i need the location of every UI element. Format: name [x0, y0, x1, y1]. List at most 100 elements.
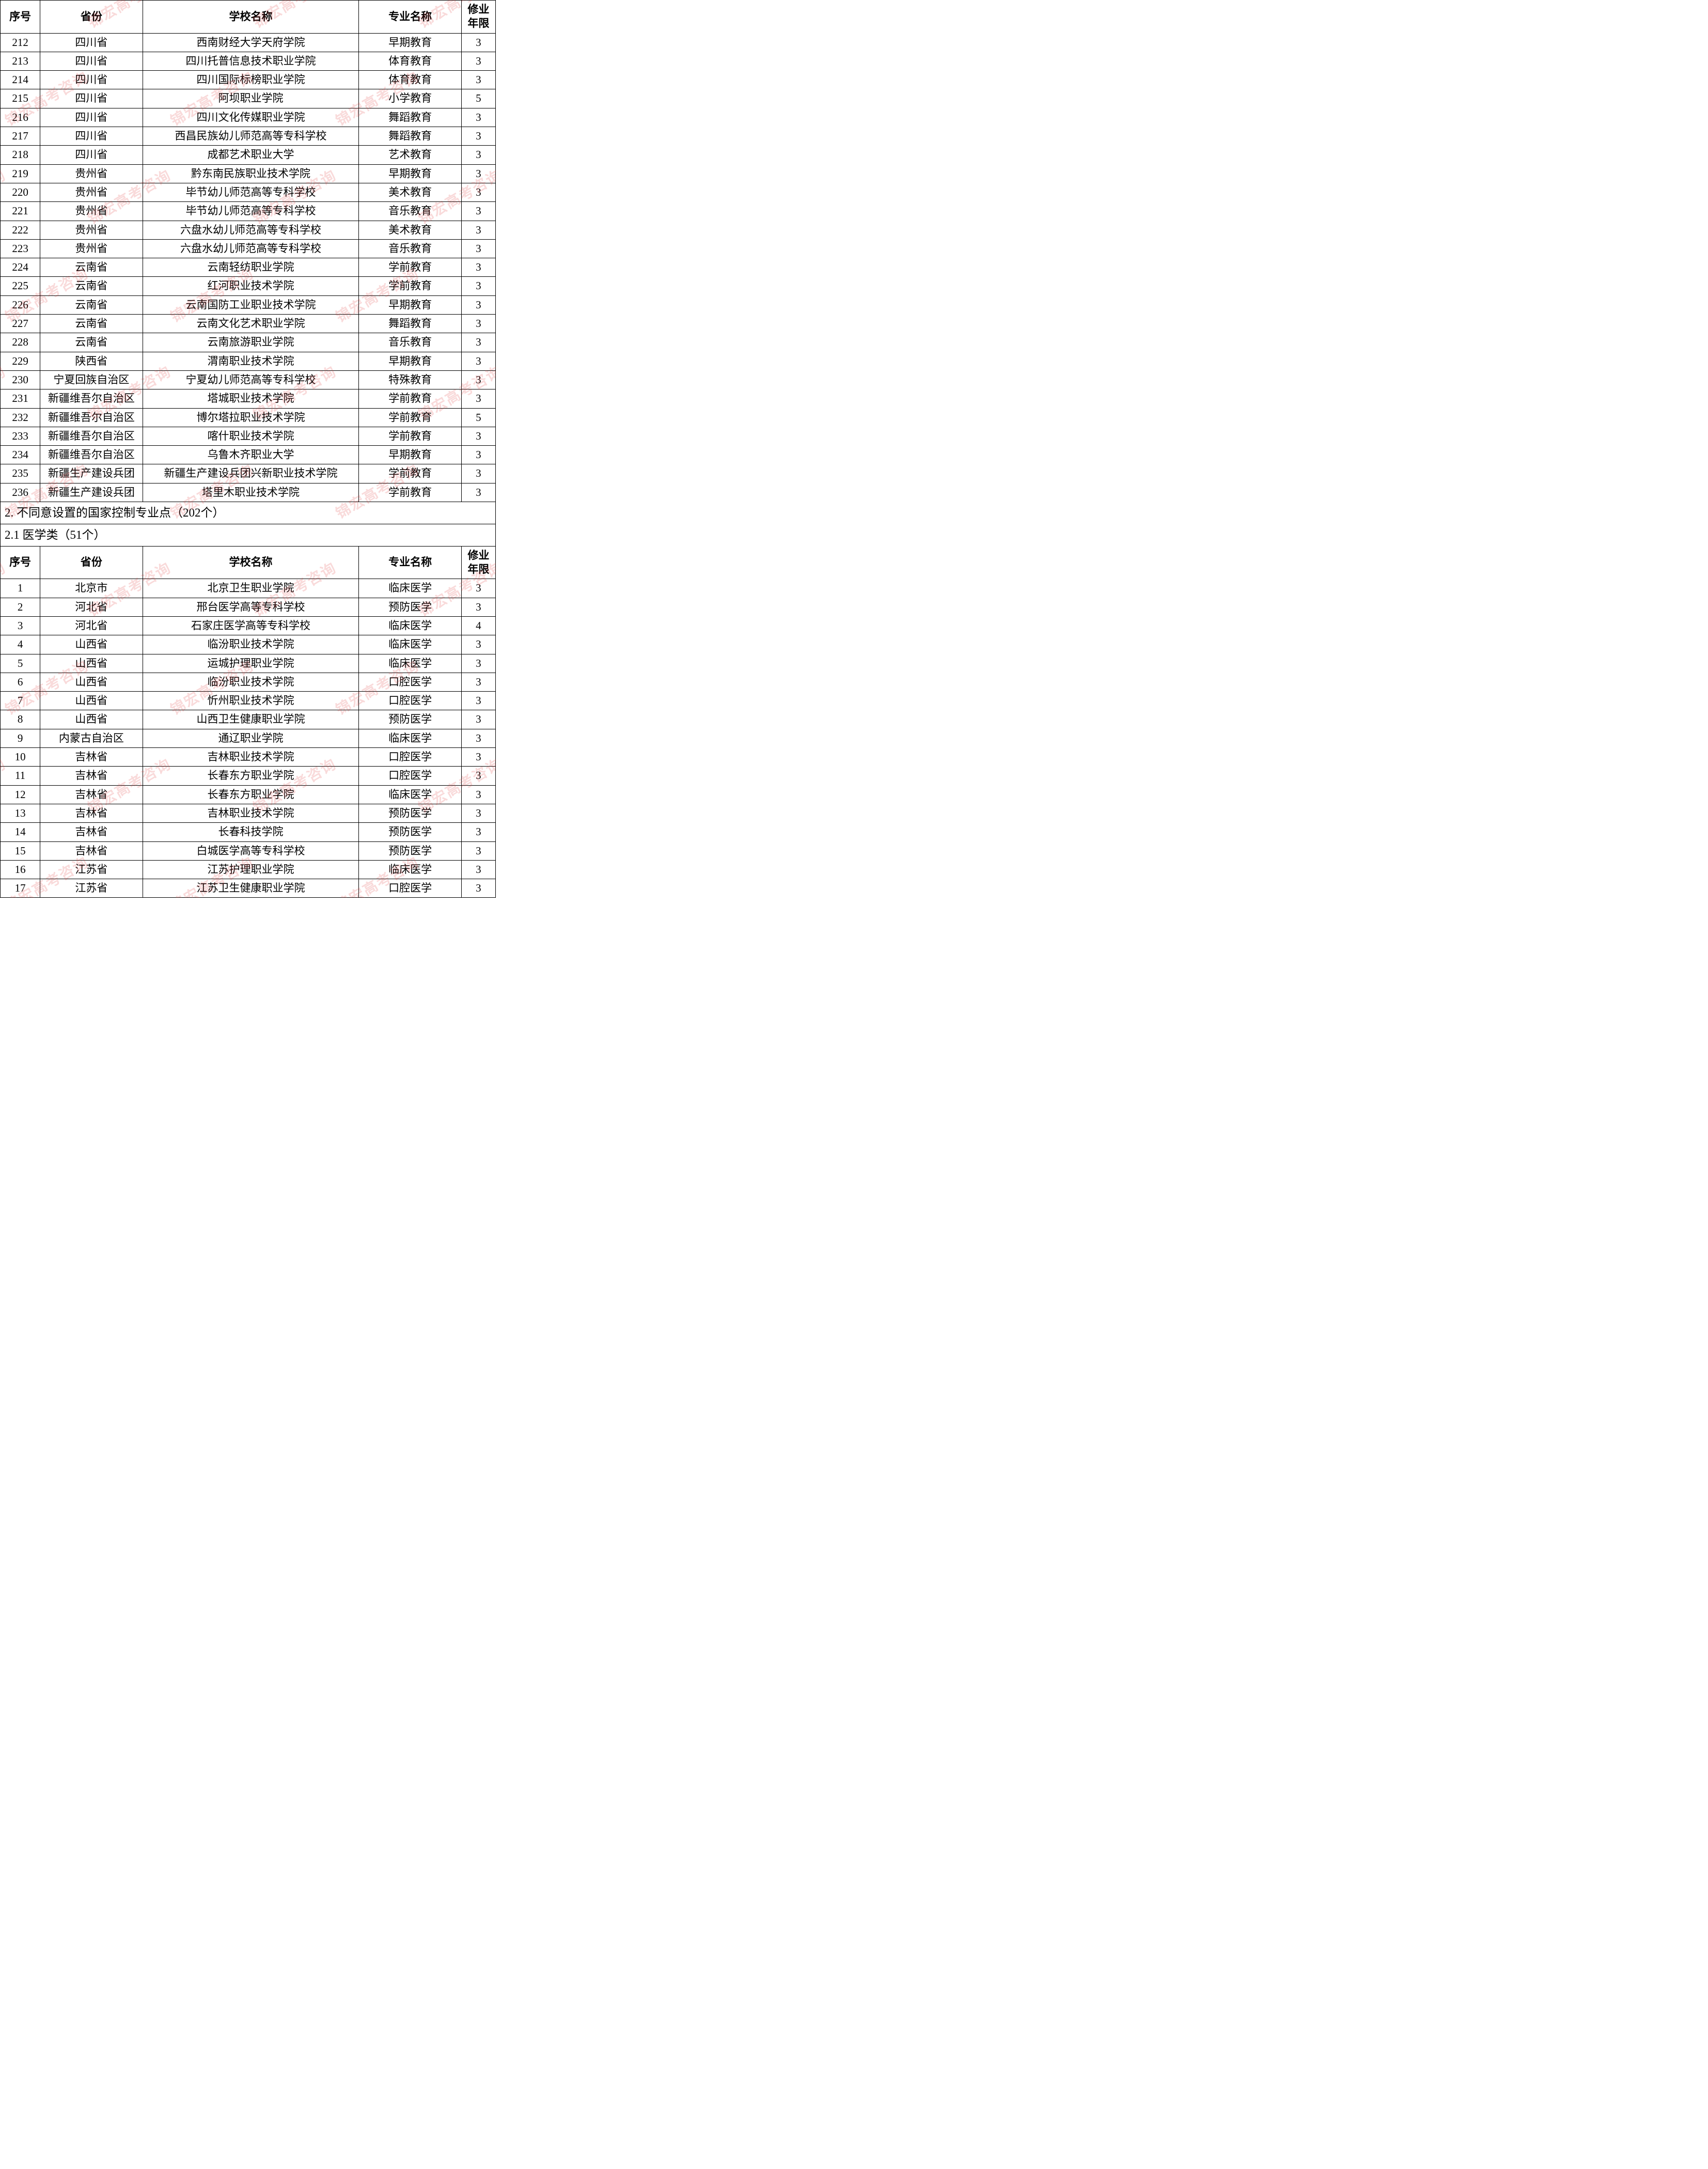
cell-major: 学前教育 [359, 389, 461, 408]
cell-major: 学前教育 [359, 427, 461, 445]
cell-years: 3 [461, 446, 495, 464]
cell-major: 美术教育 [359, 221, 461, 239]
cell-prov: 吉林省 [40, 804, 143, 822]
cell-prov: 河北省 [40, 598, 143, 616]
cell-seq: 12 [1, 785, 40, 804]
cell-seq: 236 [1, 483, 40, 502]
hdr-prov: 省份 [40, 1, 143, 34]
cell-prov: 新疆维吾尔自治区 [40, 389, 143, 408]
cell-seq: 223 [1, 239, 40, 258]
cell-prov: 云南省 [40, 315, 143, 333]
cell-major: 临床医学 [359, 654, 461, 673]
cell-major: 学前教育 [359, 483, 461, 502]
table-row: 14吉林省长春科技学院预防医学3 [1, 823, 496, 841]
cell-school: 宁夏幼儿师范高等专科学校 [143, 370, 359, 389]
cell-prov: 新疆维吾尔自治区 [40, 408, 143, 427]
hdr2-years: 修业年限 [461, 546, 495, 579]
cell-school: 临汾职业技术学院 [143, 673, 359, 691]
cell-prov: 四川省 [40, 146, 143, 164]
table-row: 228云南省云南旅游职业学院音乐教育3 [1, 333, 496, 352]
cell-years: 3 [461, 108, 495, 127]
table-row: 216四川省四川文化传媒职业学院舞蹈教育3 [1, 108, 496, 127]
cell-years: 3 [461, 464, 495, 483]
hdr-school: 学校名称 [143, 1, 359, 34]
table-row: 217四川省西昌民族幼儿师范高等专科学校舞蹈教育3 [1, 127, 496, 146]
cell-seq: 224 [1, 258, 40, 277]
cell-prov: 河北省 [40, 616, 143, 635]
cell-major: 舞蹈教育 [359, 127, 461, 146]
cell-prov: 陕西省 [40, 352, 143, 370]
cell-years: 3 [461, 183, 495, 201]
hdr-years: 修业年限 [461, 1, 495, 34]
cell-school: 毕节幼儿师范高等专科学校 [143, 202, 359, 221]
table-row: 2河北省邢台医学高等专科学校预防医学3 [1, 598, 496, 616]
cell-school: 黔东南民族职业技术学院 [143, 164, 359, 183]
cell-school: 云南旅游职业学院 [143, 333, 359, 352]
cell-seq: 11 [1, 767, 40, 785]
cell-years: 3 [461, 748, 495, 767]
cell-major: 口腔医学 [359, 748, 461, 767]
cell-years: 3 [461, 258, 495, 277]
table-row: 218四川省成都艺术职业大学艺术教育3 [1, 146, 496, 164]
cell-years: 3 [461, 710, 495, 729]
cell-major: 预防医学 [359, 804, 461, 822]
cell-prov: 吉林省 [40, 823, 143, 841]
cell-seq: 217 [1, 127, 40, 146]
cell-years: 3 [461, 767, 495, 785]
cell-prov: 北京市 [40, 579, 143, 598]
cell-seq: 6 [1, 673, 40, 691]
cell-prov: 宁夏回族自治区 [40, 370, 143, 389]
cell-prov: 贵州省 [40, 183, 143, 201]
cell-school: 运城护理职业学院 [143, 654, 359, 673]
cell-school: 新疆生产建设兵团兴新职业技术学院 [143, 464, 359, 483]
cell-years: 3 [461, 860, 495, 879]
cell-years: 4 [461, 616, 495, 635]
cell-years: 3 [461, 579, 495, 598]
cell-school: 吉林职业技术学院 [143, 804, 359, 822]
cell-school: 渭南职业技术学院 [143, 352, 359, 370]
cell-school: 石家庄医学高等专科学校 [143, 616, 359, 635]
cell-school: 四川国际标榜职业学院 [143, 71, 359, 89]
cell-years: 3 [461, 427, 495, 445]
cell-seq: 214 [1, 71, 40, 89]
cell-prov: 四川省 [40, 108, 143, 127]
cell-seq: 228 [1, 333, 40, 352]
cell-years: 3 [461, 804, 495, 822]
cell-major: 学前教育 [359, 408, 461, 427]
cell-school: 云南文化艺术职业学院 [143, 315, 359, 333]
cell-school: 六盘水幼儿师范高等专科学校 [143, 239, 359, 258]
cell-seq: 212 [1, 33, 40, 52]
cell-seq: 16 [1, 860, 40, 879]
hdr2-seq: 序号 [1, 546, 40, 579]
cell-school: 临汾职业技术学院 [143, 635, 359, 654]
cell-years: 3 [461, 333, 495, 352]
cell-major: 预防医学 [359, 841, 461, 860]
table-row: 212四川省西南财经大学天府学院早期教育3 [1, 33, 496, 52]
cell-prov: 贵州省 [40, 221, 143, 239]
cell-years: 3 [461, 202, 495, 221]
cell-major: 预防医学 [359, 598, 461, 616]
hdr2-prov: 省份 [40, 546, 143, 579]
cell-major: 口腔医学 [359, 767, 461, 785]
table-row: 8山西省山西卫生健康职业学院预防医学3 [1, 710, 496, 729]
cell-major: 艺术教育 [359, 146, 461, 164]
cell-school: 阿坝职业学院 [143, 89, 359, 108]
section-rows: 2. 不同意设置的国家控制专业点（202个） 2.1 医学类（51个） [1, 502, 496, 547]
cell-major: 临床医学 [359, 729, 461, 747]
cell-seq: 230 [1, 370, 40, 389]
cell-years: 3 [461, 352, 495, 370]
table-row: 4山西省临汾职业技术学院临床医学3 [1, 635, 496, 654]
cell-prov: 山西省 [40, 692, 143, 710]
table-row: 213四川省四川托普信息技术职业学院体育教育3 [1, 52, 496, 70]
cell-major: 美术教育 [359, 183, 461, 201]
cell-school: 长春东方职业学院 [143, 785, 359, 804]
cell-seq: 8 [1, 710, 40, 729]
cell-seq: 14 [1, 823, 40, 841]
cell-school: 乌鲁木齐职业大学 [143, 446, 359, 464]
table-row: 234新疆维吾尔自治区乌鲁木齐职业大学早期教育3 [1, 446, 496, 464]
table-row: 5山西省运城护理职业学院临床医学3 [1, 654, 496, 673]
cell-years: 3 [461, 52, 495, 70]
table-row: 236新疆生产建设兵团塔里木职业技术学院学前教育3 [1, 483, 496, 502]
table-row: 230宁夏回族自治区宁夏幼儿师范高等专科学校特殊教育3 [1, 370, 496, 389]
cell-years: 5 [461, 89, 495, 108]
